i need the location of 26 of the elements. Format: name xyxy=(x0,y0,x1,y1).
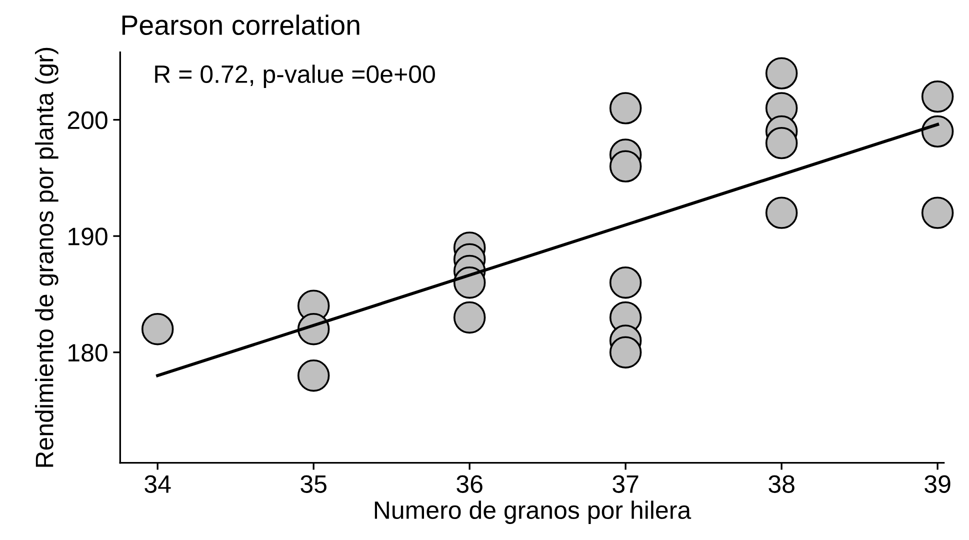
point xyxy=(921,196,954,229)
annotation: R = 0.72, p-value =0e+00 xyxy=(155,64,435,88)
point xyxy=(765,196,798,229)
point xyxy=(765,57,798,90)
y-axis-title: Rendimiento de granos por planta (gr) xyxy=(35,48,58,467)
chart-title: Pearson correlation xyxy=(122,14,360,36)
x-tick-label: 35 xyxy=(300,475,326,493)
point xyxy=(609,336,642,368)
y-tick-label: 200 xyxy=(68,111,108,130)
point xyxy=(141,312,174,346)
point xyxy=(609,266,642,299)
point xyxy=(921,115,954,148)
point xyxy=(453,301,486,334)
point xyxy=(921,80,954,113)
point xyxy=(297,359,330,392)
x-tick-label: 36 xyxy=(456,475,482,493)
point xyxy=(765,126,798,160)
y-tick-label: 190 xyxy=(68,228,108,246)
y-tick-label: 180 xyxy=(68,344,108,362)
x-axis-title: Numero de granos por hilera xyxy=(374,500,692,524)
point xyxy=(609,150,642,182)
x-tick-label: 34 xyxy=(144,475,171,493)
x-tick-label: 37 xyxy=(612,475,638,493)
x-tick-label: 38 xyxy=(768,475,794,493)
x-tick-label: 39 xyxy=(924,475,950,493)
point xyxy=(609,92,642,124)
